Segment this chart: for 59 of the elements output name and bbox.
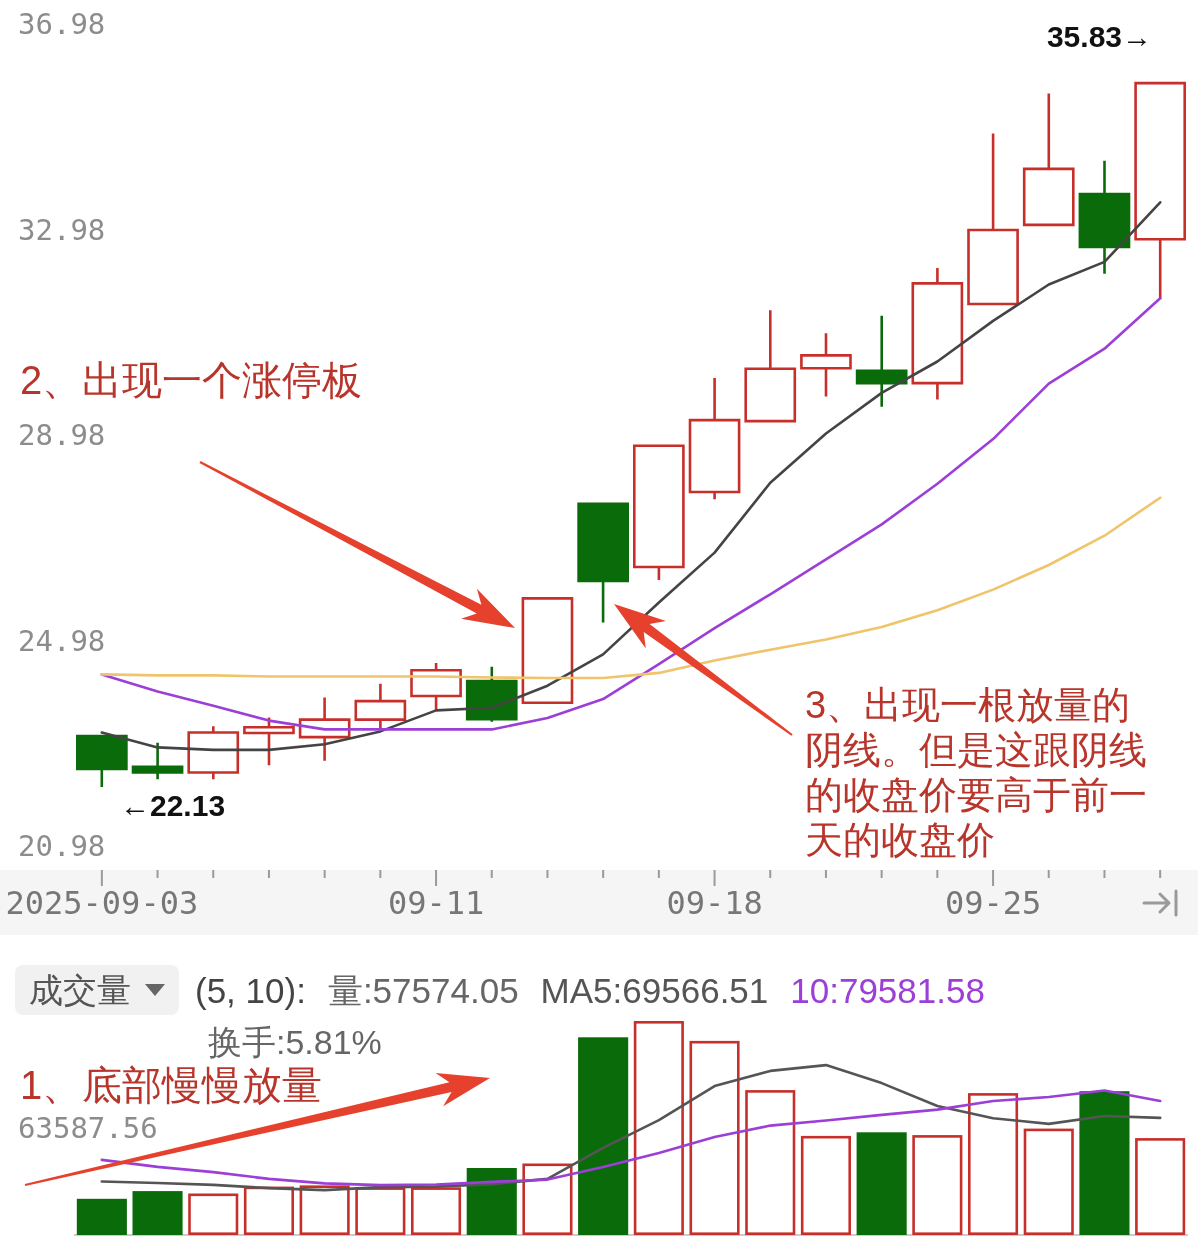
candlestick [855,314,908,408]
bar [745,1090,796,1235]
y-tick-label: 36.98 [18,7,106,41]
bar [912,1135,963,1235]
annotation: ←22.13 [120,788,226,822]
chart-title: 成交量 [29,971,131,1009]
candlestick [187,725,240,781]
y-tick-label: 28.98 [18,418,106,452]
text: 量:57574.05 [327,970,519,1010]
y-tick-label: 20.98 [18,829,106,863]
bar [299,1185,350,1235]
candlestick [1078,159,1131,275]
candlestick [688,376,741,501]
bar [522,1163,573,1235]
candlestick [465,665,518,723]
x-tick-label: 2025-09-03 [5,884,199,922]
candlestick [967,132,1019,306]
bar [132,1191,183,1235]
text: 10:79581.58 [790,970,985,1010]
bar [188,1193,239,1235]
annotation: 35.83→ [1046,19,1152,53]
legend-title: (5, 10): [195,970,306,1010]
annotation: 1、底部慢慢放量 [20,1063,323,1107]
candlestick [243,716,295,767]
bar [633,1021,684,1235]
bar [968,1093,1019,1235]
candlestick [800,332,852,398]
bar [689,1040,740,1235]
candlestick [744,308,797,423]
bar [411,1187,462,1235]
annotation: 2、出现一个涨停板 [20,358,363,402]
x-tick-label: 09-11 [387,884,485,922]
candlestick [633,444,685,582]
candlestick [577,502,629,624]
bar [1079,1091,1130,1235]
candlestick [521,597,574,704]
candlestick [76,734,128,789]
series-label: MA5:69566.51 [540,970,769,1010]
annotation: 63587.56 [18,1111,158,1145]
bar [1023,1128,1074,1235]
annotation: 3、出现一根放量的阴线。但是这跟阴线的收盘价要高于前一天的收盘价 [805,684,1147,861]
candlestick [1022,92,1075,227]
candlestick [354,682,407,731]
bar [800,1135,851,1235]
bar [76,1198,127,1235]
bar [856,1132,907,1235]
bar [1135,1138,1186,1235]
candlestick [298,696,351,762]
bar [466,1168,517,1235]
x-tick-label: 09-25 [944,884,1042,922]
candlestick [1134,81,1186,301]
bar [578,1037,629,1235]
y-tick-label: 32.98 [18,212,106,247]
y-tick-label: 24.98 [18,623,106,658]
candlestick [410,661,462,712]
candlestick [911,266,964,401]
x-tick-label: 09-18 [666,884,763,922]
annotation: 换手:5.81% [208,1023,382,1061]
candlestick [131,741,184,781]
